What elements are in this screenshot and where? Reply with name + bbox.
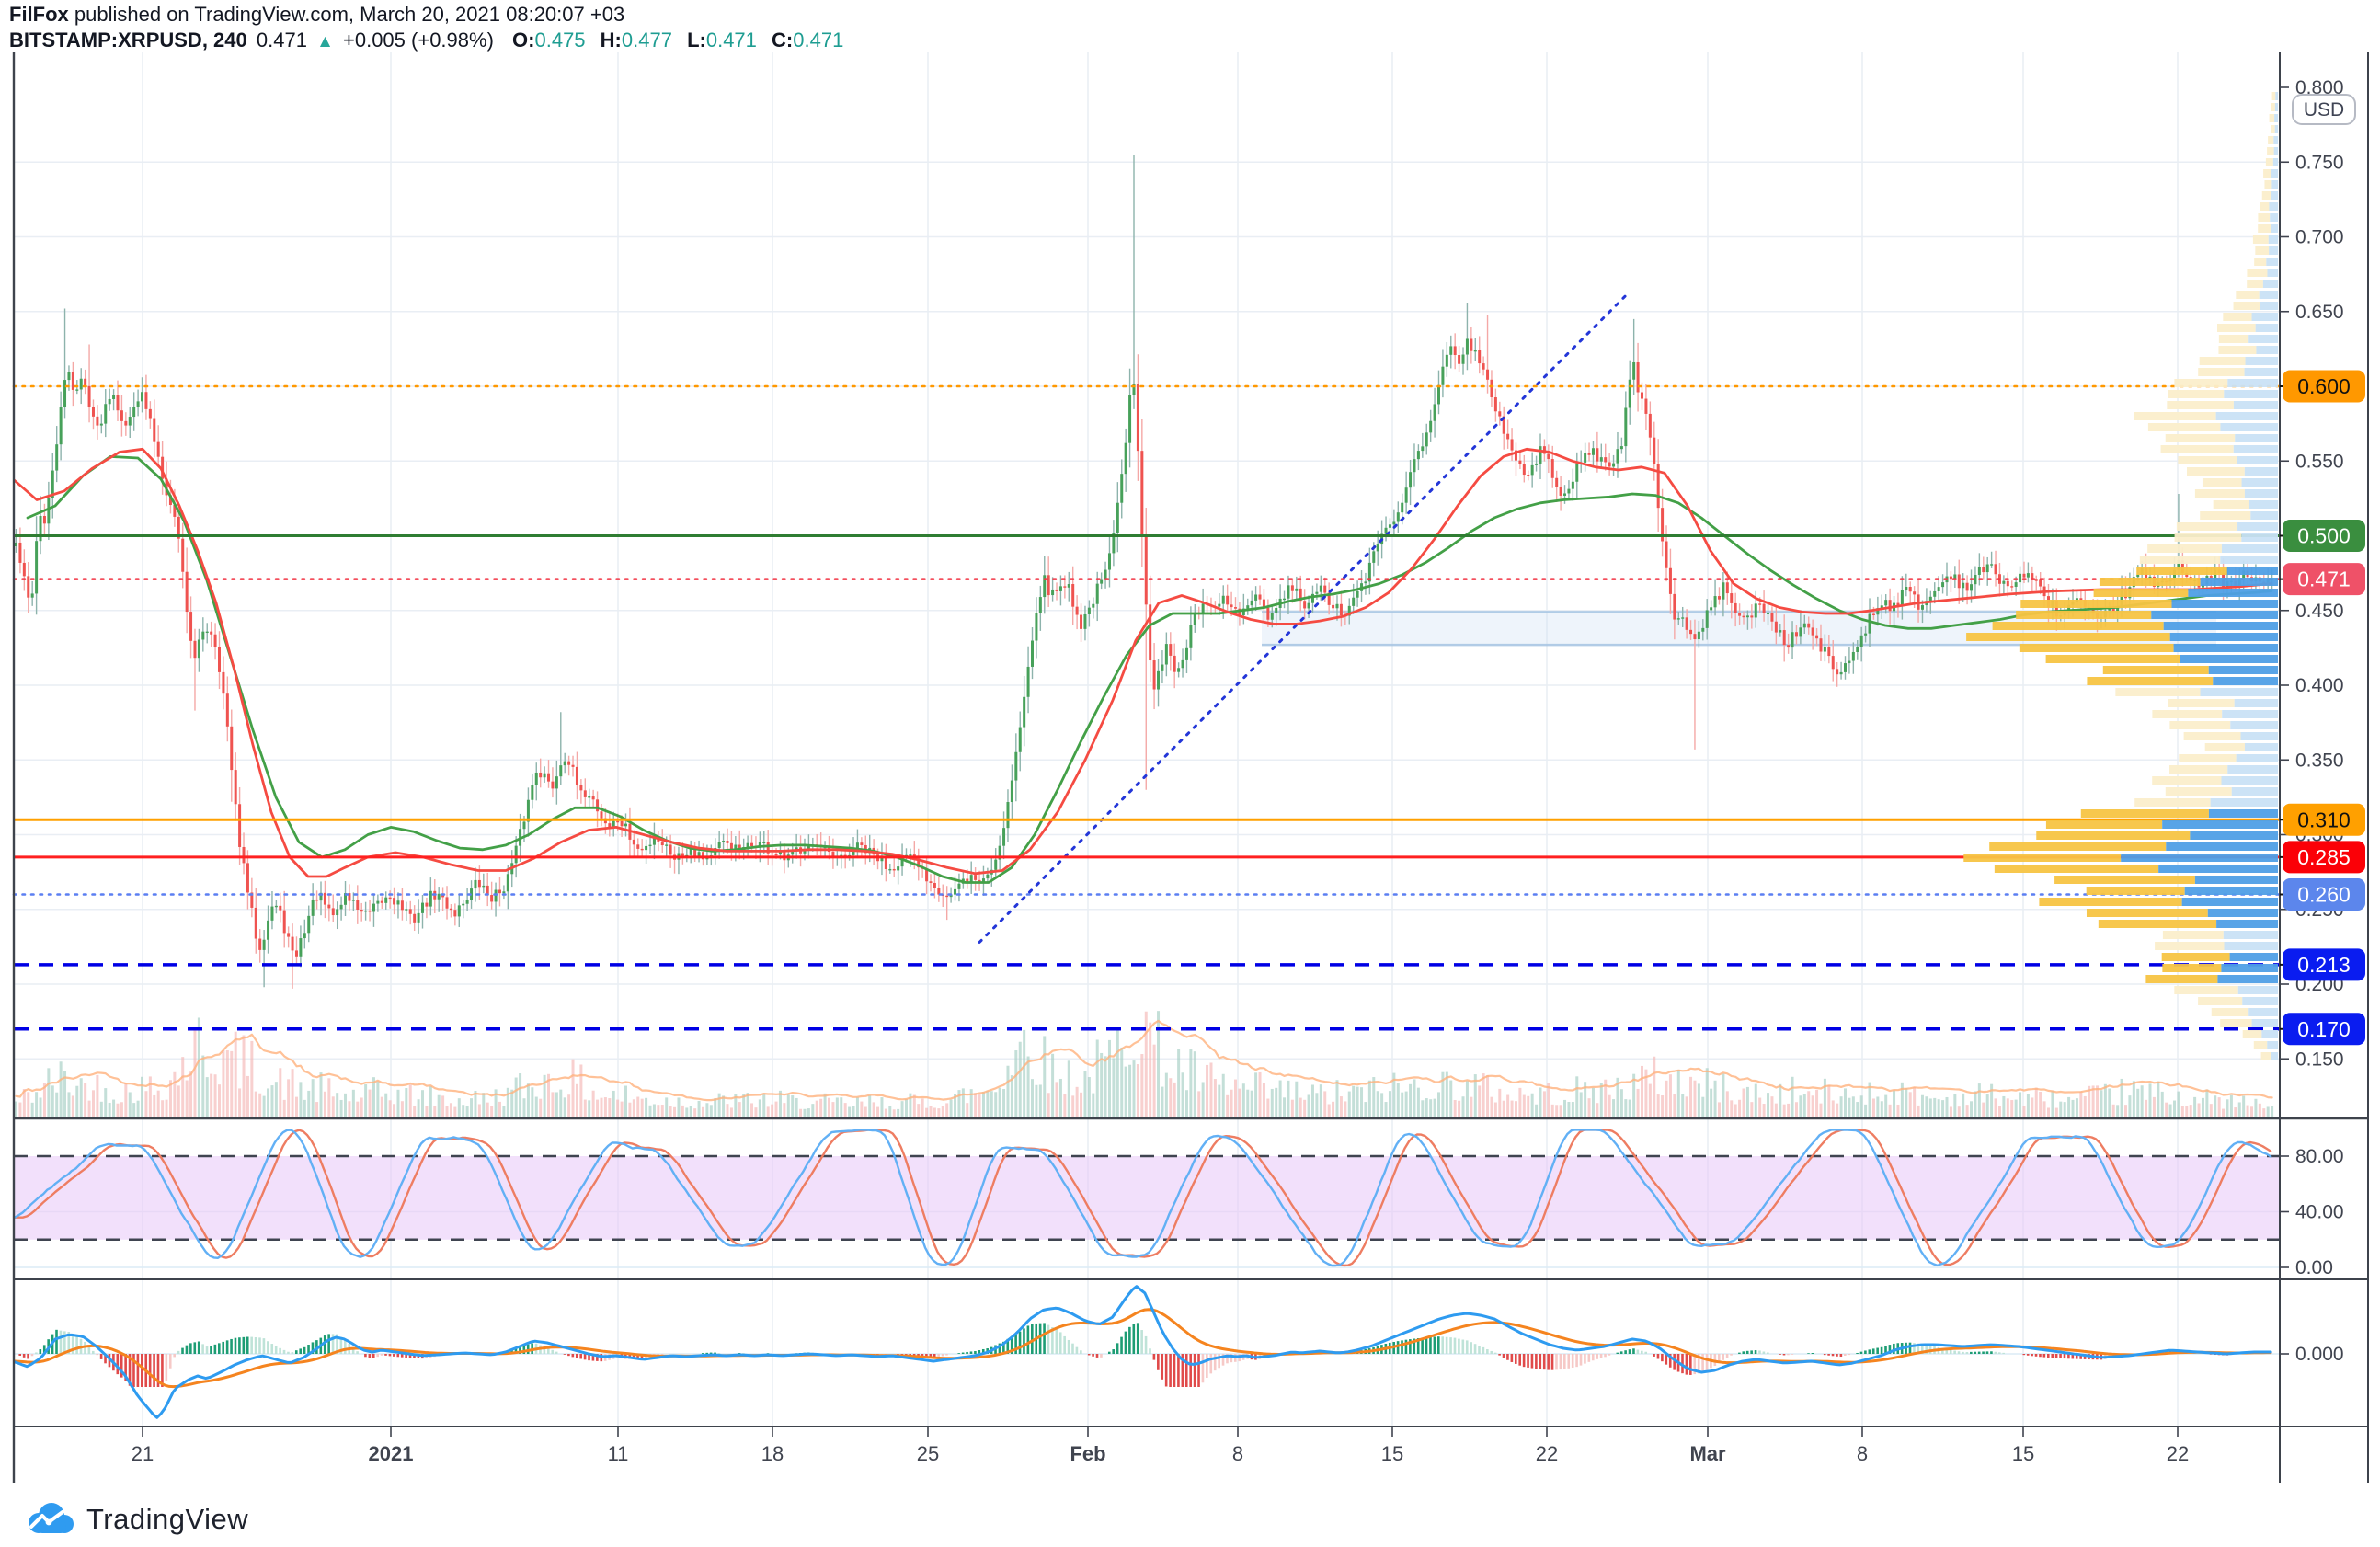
trendline <box>978 292 1630 944</box>
horizontal-levels <box>12 384 2282 1031</box>
svg-text:18: 18 <box>761 1442 784 1465</box>
svg-text:0.600: 0.600 <box>2297 374 2351 398</box>
svg-text:21: 21 <box>132 1442 154 1465</box>
svg-text:Mar: Mar <box>1689 1442 1726 1465</box>
time-axis[interactable]: 21 2021 11 18 25 Feb 8 15 22 Mar 8 15 22 <box>132 1427 2189 1465</box>
high-label: H: <box>600 29 622 52</box>
svg-text:0.285: 0.285 <box>2297 845 2351 869</box>
svg-text:8: 8 <box>1857 1442 1868 1465</box>
symbol-line: BITSTAMP:XRPUSD, 240 0.471 ▲ +0.005 (+0.… <box>9 28 843 55</box>
tradingview-logo-text: TradingView <box>86 1503 249 1535</box>
publish-info: published on TradingView.com, March 20, … <box>68 3 625 26</box>
svg-text:0.213: 0.213 <box>2297 953 2351 977</box>
svg-text:0.310: 0.310 <box>2297 808 2351 831</box>
svg-text:8: 8 <box>1232 1442 1243 1465</box>
panel-borders <box>12 52 2369 1483</box>
svg-text:0.471: 0.471 <box>2297 567 2351 591</box>
svg-text:0.500: 0.500 <box>2297 524 2351 548</box>
svg-text:0.400: 0.400 <box>2295 675 2344 696</box>
svg-text:11: 11 <box>608 1442 629 1465</box>
price-change: +0.005 (+0.98%) <box>343 29 494 52</box>
svg-text:0.750: 0.750 <box>2295 152 2344 173</box>
svg-text:0.350: 0.350 <box>2295 750 2344 771</box>
close-label: C: <box>772 29 794 52</box>
svg-text:15: 15 <box>2012 1442 2034 1465</box>
svg-text:USD: USD <box>2304 99 2344 120</box>
open-value: 0.475 <box>534 29 586 52</box>
svg-text:2021: 2021 <box>369 1442 414 1465</box>
low-label: L: <box>687 29 706 52</box>
chart-header: FilFox published on TradingView.com, Mar… <box>9 2 843 55</box>
svg-text:25: 25 <box>917 1442 939 1465</box>
svg-text:Feb: Feb <box>1070 1442 1105 1465</box>
price-axis[interactable]: 0.800 0.750 0.700 0.650 0.550 0.450 0.400 0.350… <box>2280 77 2365 1365</box>
svg-text:0.650: 0.650 <box>2295 302 2344 323</box>
last-price: 0.471 <box>256 29 307 52</box>
up-arrow-icon: ▲ <box>316 32 334 52</box>
moving-averages <box>14 447 2273 884</box>
high-value: 0.477 <box>621 29 672 52</box>
svg-text:0.000: 0.000 <box>2295 1344 2344 1365</box>
author-name: FilFox <box>9 3 69 26</box>
svg-text:0.800: 0.800 <box>2295 77 2344 98</box>
macd-panel <box>14 1285 2272 1419</box>
low-value: 0.471 <box>705 29 757 52</box>
svg-text:22: 22 <box>2167 1442 2189 1465</box>
symbol-title: BITSTAMP:XRPUSD, 240 <box>9 29 247 52</box>
svg-text:80.00: 80.00 <box>2295 1146 2344 1167</box>
tradingview-cloud-icon <box>29 1503 74 1533</box>
publish-line: FilFox published on TradingView.com, Mar… <box>9 2 843 28</box>
svg-text:0.150: 0.150 <box>2295 1049 2344 1070</box>
tradingview-logo[interactable]: TradingView <box>24 1501 248 1538</box>
svg-text:22: 22 <box>1536 1442 1558 1465</box>
volume-bars <box>15 1011 2274 1117</box>
svg-text:0.170: 0.170 <box>2297 1017 2351 1041</box>
close-value: 0.471 <box>793 29 844 52</box>
svg-text:0.700: 0.700 <box>2295 227 2344 248</box>
svg-text:0.450: 0.450 <box>2295 601 2344 622</box>
svg-text:0.550: 0.550 <box>2295 451 2344 472</box>
candlesticks <box>15 155 2274 989</box>
open-label: O: <box>512 29 535 52</box>
volume-profile <box>1963 92 2278 1060</box>
svg-text:0.00: 0.00 <box>2295 1257 2333 1278</box>
svg-text:15: 15 <box>1381 1442 1403 1465</box>
svg-text:0.260: 0.260 <box>2297 883 2351 907</box>
svg-text:40.00: 40.00 <box>2295 1202 2344 1223</box>
stochastic-panel <box>14 1129 2280 1267</box>
